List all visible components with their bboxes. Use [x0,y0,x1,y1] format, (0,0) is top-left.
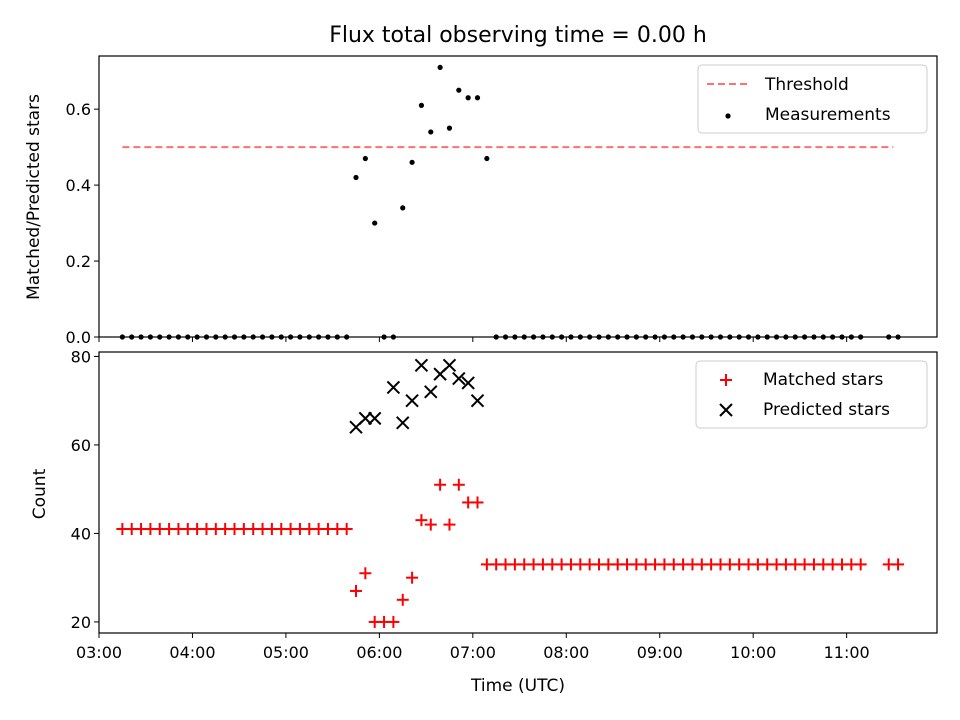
bottom-series1-point [470,393,485,408]
legend-matched-marker [720,374,732,386]
bottom-series0-point [443,518,456,531]
bottom-series0-point [396,593,409,606]
top-ytick-label: 0.6 [66,100,91,119]
top-legend: Threshold Measurements [697,64,928,134]
bottom-ytick-label: 40 [71,524,91,543]
top-series0-point [353,174,359,181]
legend-threshold-label: Threshold [764,75,849,95]
figure-title: Flux total observing time = 0.00 h [329,23,707,48]
top-axes-frame [98,55,938,338]
bottom-ytick-label: 60 [71,436,91,455]
bottom-series1-point [367,411,382,426]
bottom-series0-point [892,558,905,571]
bottom-xtick-label: 04:00 [169,643,215,662]
legend-matched-label: Matched stars [763,370,883,390]
bottom-series0-point [387,615,400,628]
top-plot-area: 0.0 0.2 0.4 0.6 [66,64,901,347]
bottom-xtick-label: 05:00 [263,643,309,662]
bottom-series0-point [359,567,372,580]
bottom-legend-box [695,360,928,429]
top-series0-point [372,220,378,226]
bottom-axes-frame [98,351,938,634]
bottom-plot-area: 03:00 04:00 05:00 06:00 07:00 08:00 09:00 10:00… [71,347,905,662]
top-series0-point [409,159,415,165]
bottom-series1-point [396,416,410,430]
bottom-series1-point [452,371,466,386]
bottom-xlabel: Time (UTC) [470,676,565,696]
top-legend-box [697,64,928,134]
top-panel: Matched/Predicted stars 0.0 0.2 0.4 0.6 Thr… [24,55,938,347]
bottom-series0-point [471,496,484,509]
bottom-xtick-label: 09:00 [637,643,683,662]
top-series0-point [400,205,406,211]
top-ytick-label: 0.4 [66,176,91,195]
bottom-panel: Count 03:00 04:00 05:00 06:00 07:00 08:00 09:0… [30,347,938,696]
bottom-series0-point [452,478,465,491]
top-series0-point [484,155,490,162]
bottom-series0-point [340,523,353,536]
bottom-xtick-label: 10:00 [730,643,776,662]
bottom-xtick-label: 07:00 [450,643,496,662]
top-series0-point [456,87,462,93]
bottom-ylabel: Count [30,468,50,519]
bottom-ytick-label: 80 [71,347,91,366]
top-ylabel: Matched/Predicted stars [24,94,44,300]
top-ytick-label: 0.0 [66,328,91,347]
top-series0-point [362,155,368,162]
legend-predicted-marker [719,403,733,417]
bottom-series1-point [414,358,429,372]
top-series0-point [446,125,453,131]
bottom-series1-point [386,380,401,395]
bottom-series0-point [854,558,867,571]
bottom-ytick-label: 20 [71,613,91,632]
top-series0-point [418,102,425,108]
bottom-series1-point [442,358,457,372]
bottom-series0-point [434,478,447,491]
top-ytick-label: 0.2 [66,252,91,271]
bottom-series1-point [461,376,475,390]
bottom-series1-point [424,385,438,399]
bottom-xtick-label: 03:00 [76,643,122,662]
bottom-series0-point [406,571,419,584]
bottom-xtick-label: 06:00 [356,643,402,662]
legend-predicted-label: Predicted stars [763,400,890,420]
bottom-series0-point [350,584,363,597]
top-series0-point [474,95,481,101]
bottom-series0-point [424,518,437,531]
top-series0-point [428,129,434,135]
bottom-series0-point [415,514,428,527]
top-series0-point [465,95,471,101]
legend-measurements-marker [725,113,731,119]
top-series0-point [437,64,443,70]
legend-measurements-label: Measurements [765,105,891,125]
bottom-legend: Matched stars Predicted stars [695,360,928,429]
bottom-series1-point [405,393,419,408]
bottom-xtick-label: 11:00 [824,643,870,662]
bottom-xtick-label: 08:00 [543,643,589,662]
